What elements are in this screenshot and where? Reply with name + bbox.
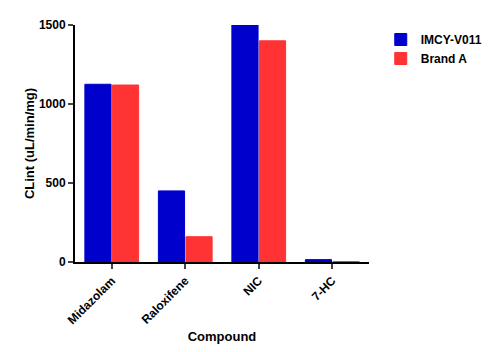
svg-text:500: 500	[46, 176, 66, 190]
svg-text:CLint (uL/min/mg): CLint (uL/min/mg)	[22, 88, 37, 199]
svg-text:Raloxifene: Raloxifene	[139, 274, 192, 327]
svg-text:Brand A: Brand A	[421, 52, 468, 66]
svg-text:Midazolam: Midazolam	[65, 274, 118, 327]
svg-text:7-HC: 7-HC	[309, 274, 339, 304]
svg-text:1000: 1000	[39, 97, 66, 111]
svg-text:NIC: NIC	[241, 274, 266, 299]
svg-text:IMCY-V011: IMCY-V011	[421, 33, 482, 47]
svg-text:1500: 1500	[39, 18, 66, 32]
svg-text:0: 0	[59, 255, 66, 269]
svg-text:Compound: Compound	[188, 329, 257, 344]
